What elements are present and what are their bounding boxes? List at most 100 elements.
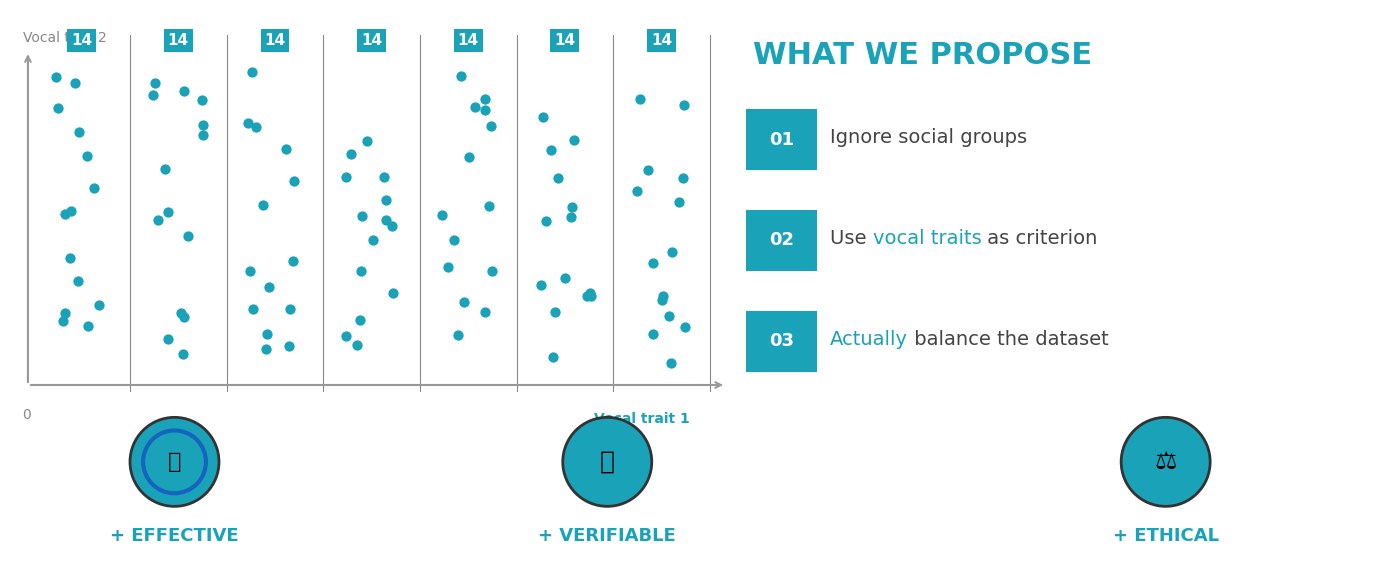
Point [45, 73, 67, 82]
Point [193, 121, 215, 130]
Point [673, 100, 695, 109]
Point [473, 94, 496, 104]
Point [237, 119, 260, 128]
Point [191, 95, 214, 104]
Point [59, 253, 81, 263]
Point [430, 210, 452, 219]
FancyBboxPatch shape [747, 210, 817, 271]
Point [144, 79, 166, 88]
Text: Vocal trait 2: Vocal trait 2 [22, 31, 106, 44]
Point [447, 331, 469, 340]
Point [578, 288, 600, 297]
Point [674, 323, 697, 332]
Text: 🚀: 🚀 [168, 452, 181, 472]
Point [671, 173, 694, 183]
Point [156, 207, 179, 217]
Point [563, 135, 585, 144]
Text: + VERIFIABLE: + VERIFIABLE [539, 527, 676, 545]
Point [346, 340, 369, 350]
Point [642, 259, 664, 268]
Point [660, 359, 683, 368]
Point [628, 94, 651, 104]
Point [376, 215, 398, 225]
Point [356, 137, 378, 146]
Point [437, 262, 459, 271]
Point [579, 291, 602, 300]
Point [350, 266, 373, 275]
Point [381, 222, 403, 231]
Point [651, 295, 673, 305]
Text: Use: Use [829, 229, 872, 248]
Point [142, 90, 165, 100]
Point [46, 104, 68, 113]
Point [660, 248, 683, 257]
Text: 14: 14 [71, 33, 92, 48]
Point [532, 113, 554, 122]
Point [169, 308, 191, 317]
Text: vocal traits: vocal traits [872, 229, 981, 248]
Text: Actually: Actually [829, 330, 907, 348]
Point [156, 335, 179, 344]
Point [278, 304, 300, 313]
Point [450, 72, 472, 81]
Text: Vocal trait 1: Vocal trait 1 [595, 412, 690, 426]
Point [638, 165, 660, 175]
Point [193, 131, 215, 140]
Text: 14: 14 [168, 33, 188, 48]
Point [335, 173, 357, 182]
Point [443, 236, 465, 245]
Point [547, 174, 570, 183]
Text: 14: 14 [458, 33, 479, 48]
Point [75, 151, 98, 160]
Point [383, 289, 405, 298]
Text: 01: 01 [769, 131, 794, 149]
Text: + EFFECTIVE: + EFFECTIVE [110, 527, 239, 545]
Text: as criterion: as criterion [981, 229, 1097, 248]
Point [575, 292, 597, 301]
Text: ⚖: ⚖ [1154, 450, 1177, 474]
Point [67, 276, 89, 286]
Point [458, 153, 480, 162]
Text: + ETHICAL: + ETHICAL [1113, 527, 1219, 545]
Circle shape [563, 418, 652, 506]
Text: 03: 03 [769, 332, 794, 350]
Point [642, 329, 664, 339]
Point [341, 149, 363, 158]
Point [242, 305, 264, 314]
Point [540, 145, 563, 154]
Point [535, 217, 557, 226]
Point [52, 317, 74, 326]
Point [258, 282, 281, 291]
Point [239, 266, 261, 275]
Text: 02: 02 [769, 232, 794, 249]
Point [278, 342, 300, 351]
Point [475, 105, 497, 115]
Point [362, 235, 384, 244]
Point [173, 313, 195, 322]
Text: balance the dataset: balance the dataset [907, 330, 1108, 348]
Point [477, 202, 500, 211]
Point [561, 203, 584, 212]
Point [544, 308, 567, 317]
Point [147, 215, 169, 224]
Point [374, 195, 396, 204]
Point [68, 128, 91, 137]
Point [349, 315, 371, 324]
Point [54, 209, 77, 218]
Point [172, 350, 194, 359]
Point [244, 123, 267, 132]
Point [88, 300, 110, 309]
Point [254, 344, 276, 354]
Point [177, 232, 200, 241]
Point [480, 267, 503, 276]
Point [255, 329, 278, 338]
Circle shape [1121, 418, 1210, 506]
Point [82, 184, 105, 193]
Point [652, 291, 674, 300]
Point [667, 197, 690, 206]
Point [53, 309, 75, 318]
Point [560, 213, 582, 222]
Text: 14: 14 [362, 33, 383, 48]
Point [658, 312, 680, 321]
Point [172, 87, 194, 96]
